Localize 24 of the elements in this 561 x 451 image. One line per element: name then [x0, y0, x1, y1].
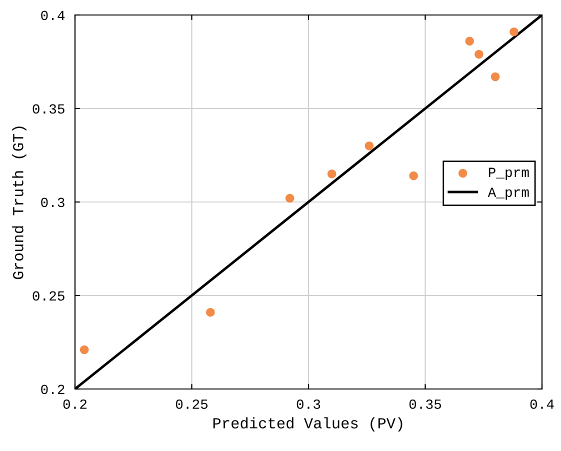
point [490, 72, 500, 82]
point [409, 171, 418, 180]
x-tick-label: 0.4 [530, 399, 554, 409]
y-tick-label: 0.4 [41, 10, 65, 20]
point [465, 36, 474, 46]
x-axis-title: Predicted Values (PV) [213, 417, 402, 432]
point [510, 27, 518, 36]
x-tick-label: 0.2 [63, 399, 87, 409]
x-tick-label: 0.25 [176, 399, 208, 409]
y-tick-label: 0.25 [32, 291, 64, 301]
y-tick-label: 0.35 [32, 104, 64, 114]
legend-label: P_prm [488, 168, 529, 180]
point [206, 308, 215, 317]
y-axis-title: Ground Truth (GT) [12, 126, 26, 280]
x-tick-label: 0.3 [296, 399, 320, 409]
legend-label: A_prm [488, 188, 529, 200]
point [364, 142, 374, 150]
y-tick-label: 0.2 [41, 384, 64, 394]
y-tick-label: 0.3 [41, 198, 64, 208]
point [285, 194, 294, 203]
point [327, 170, 336, 178]
point [80, 345, 89, 354]
x-tick-label: 0.35 [409, 399, 442, 409]
point [474, 50, 484, 59]
